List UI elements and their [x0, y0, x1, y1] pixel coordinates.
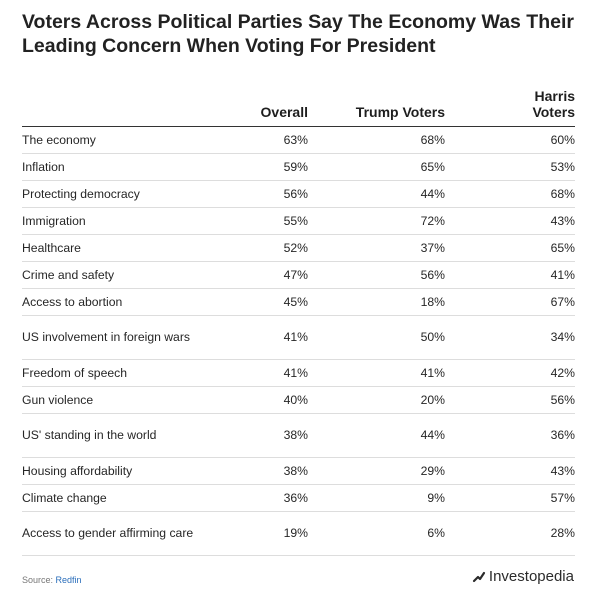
- header-issue: [22, 86, 200, 127]
- table-row: Access to gender affirming care 19% 6% 28%: [22, 511, 575, 556]
- cell-overall: 36%: [200, 484, 308, 512]
- cell-overall: 59%: [200, 153, 308, 181]
- cell-harris-voters: 67%: [445, 288, 575, 316]
- source-link[interactable]: Redfin: [55, 575, 82, 585]
- cell-harris-voters: 68%: [445, 180, 575, 208]
- cell-harris-voters: 43%: [445, 207, 575, 235]
- brand-name: Investopedia: [488, 568, 574, 585]
- cell-harris-voters: 41%: [445, 261, 575, 289]
- cell-trump-voters: 50%: [308, 315, 445, 360]
- cell-issue: Housing affordability: [22, 457, 200, 485]
- table-row: Housing affordability 38% 29% 43%: [22, 457, 575, 485]
- header-row: Overall Trump Voters Harris Voters: [22, 86, 575, 127]
- cell-issue: Access to abortion: [22, 288, 200, 316]
- cell-harris-voters: 28%: [445, 511, 575, 556]
- cell-overall: 38%: [200, 457, 308, 485]
- cell-issue: Healthcare: [22, 234, 200, 262]
- cell-issue: The economy: [22, 126, 200, 154]
- table-row: US' standing in the world 38% 44% 36%: [22, 413, 575, 458]
- cell-overall: 47%: [200, 261, 308, 289]
- cell-harris-voters: 34%: [445, 315, 575, 360]
- cell-overall: 63%: [200, 126, 308, 154]
- cell-trump-voters: 29%: [308, 457, 445, 485]
- source-label: Source:: [22, 575, 54, 585]
- cell-trump-voters: 20%: [308, 386, 445, 414]
- cell-overall: 41%: [200, 359, 308, 387]
- cell-overall: 45%: [200, 288, 308, 316]
- cell-trump-voters: 44%: [308, 413, 445, 458]
- source-note: Source: Redfin: [22, 575, 82, 585]
- header-overall: Overall: [200, 86, 308, 127]
- cell-trump-voters: 41%: [308, 359, 445, 387]
- table-row: Protecting democracy 56% 44% 68%: [22, 180, 575, 208]
- table-row: Gun violence 40% 20% 56%: [22, 386, 575, 414]
- header-trump-voters: Trump Voters: [308, 86, 445, 127]
- brand-logo: Investopedia: [472, 568, 574, 585]
- cell-issue: Immigration: [22, 207, 200, 235]
- table-row: Access to abortion 45% 18% 67%: [22, 288, 575, 316]
- cell-harris-voters: 57%: [445, 484, 575, 512]
- cell-trump-voters: 56%: [308, 261, 445, 289]
- cell-harris-voters: 43%: [445, 457, 575, 485]
- table-body: The economy 63% 68% 60% Inflation 59% 65% 53% Pr…: [22, 126, 575, 556]
- cell-harris-voters: 60%: [445, 126, 575, 154]
- cell-issue: Gun violence: [22, 386, 200, 414]
- cell-overall: 55%: [200, 207, 308, 235]
- results-table: Overall Trump Voters Harris Voters The e…: [22, 86, 575, 556]
- cell-issue: Inflation: [22, 153, 200, 181]
- cell-trump-voters: 72%: [308, 207, 445, 235]
- cell-overall: 52%: [200, 234, 308, 262]
- table-row: Immigration 55% 72% 43%: [22, 207, 575, 235]
- cell-harris-voters: 53%: [445, 153, 575, 181]
- table-row: Freedom of speech 41% 41% 42%: [22, 359, 575, 387]
- cell-overall: 41%: [200, 315, 308, 360]
- cell-overall: 56%: [200, 180, 308, 208]
- cell-overall: 40%: [200, 386, 308, 414]
- cell-issue: US' standing in the world: [22, 413, 200, 458]
- cell-trump-voters: 18%: [308, 288, 445, 316]
- cell-trump-voters: 68%: [308, 126, 445, 154]
- cell-harris-voters: 36%: [445, 413, 575, 458]
- cell-issue: Protecting democracy: [22, 180, 200, 208]
- cell-issue: Freedom of speech: [22, 359, 200, 387]
- cell-issue: US involvement in foreign wars: [22, 315, 200, 360]
- cell-harris-voters: 56%: [445, 386, 575, 414]
- table-row: Climate change 36% 9% 57%: [22, 484, 575, 512]
- chart-title: Voters Across Political Parties Say The …: [22, 11, 574, 57]
- table-row: Crime and safety 47% 56% 41%: [22, 261, 575, 289]
- table-row: US involvement in foreign wars 41% 50% 34%: [22, 315, 575, 360]
- cell-trump-voters: 9%: [308, 484, 445, 512]
- cell-trump-voters: 65%: [308, 153, 445, 181]
- header-harris-voters: Harris Voters: [445, 86, 575, 127]
- investopedia-logo-icon: [472, 571, 486, 582]
- cell-trump-voters: 44%: [308, 180, 445, 208]
- cell-issue: Climate change: [22, 484, 200, 512]
- cell-issue: Crime and safety: [22, 261, 200, 289]
- cell-overall: 19%: [200, 511, 308, 556]
- table-row: The economy 63% 68% 60%: [22, 126, 575, 154]
- table-row: Inflation 59% 65% 53%: [22, 153, 575, 181]
- cell-harris-voters: 65%: [445, 234, 575, 262]
- cell-trump-voters: 6%: [308, 511, 445, 556]
- cell-issue: Access to gender affirming care: [22, 511, 200, 556]
- cell-overall: 38%: [200, 413, 308, 458]
- cell-trump-voters: 37%: [308, 234, 445, 262]
- table-row: Healthcare 52% 37% 65%: [22, 234, 575, 262]
- cell-harris-voters: 42%: [445, 359, 575, 387]
